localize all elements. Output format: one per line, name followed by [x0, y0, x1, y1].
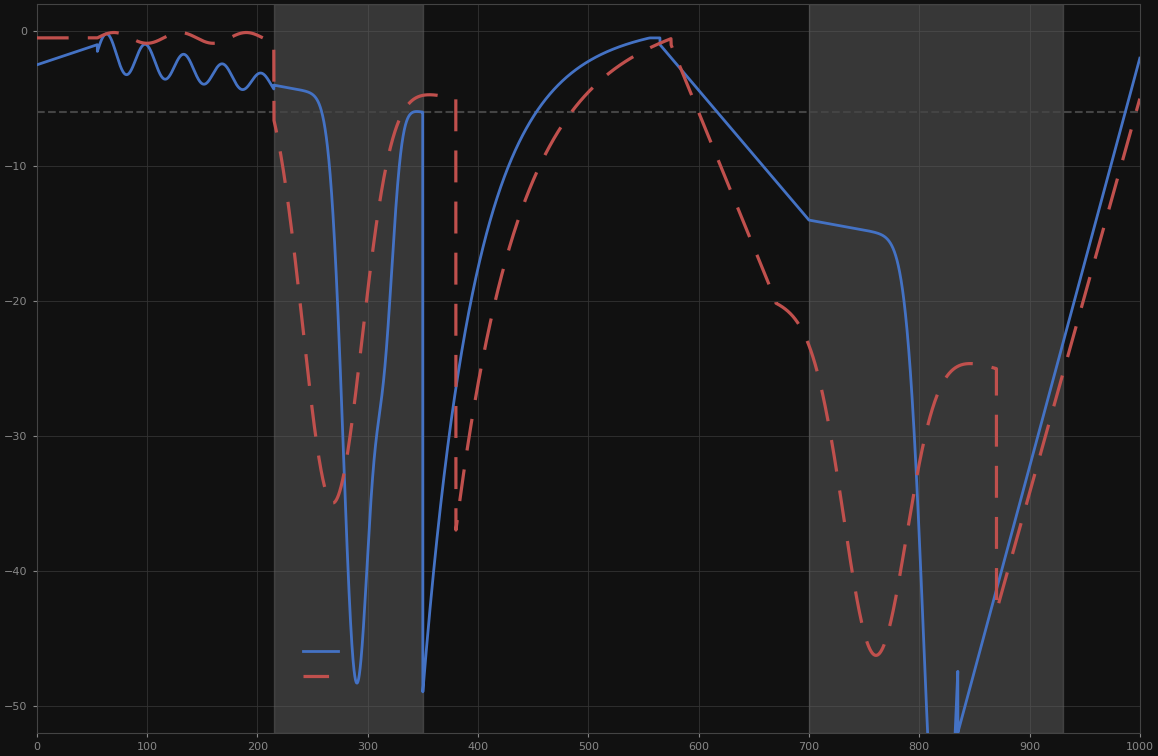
Bar: [274, 5, 423, 733]
Bar: [809, 5, 1063, 733]
Legend: , : ,: [298, 640, 354, 689]
